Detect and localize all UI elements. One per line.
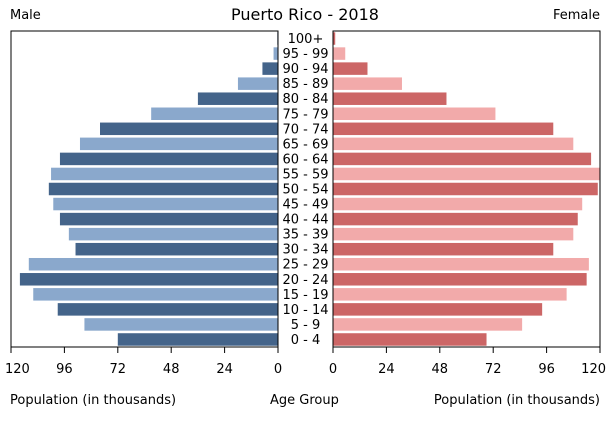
- male-bar: [100, 122, 278, 136]
- female-bar: [333, 122, 554, 136]
- male-bar: [57, 303, 278, 316]
- male-bar: [51, 167, 278, 181]
- age-group-label: 25 - 29: [282, 258, 328, 273]
- age-group-label: 45 - 49: [282, 198, 328, 213]
- male-tick-label: 96: [56, 362, 73, 377]
- female-bar: [333, 92, 447, 105]
- age-group-label: 95 - 99: [282, 47, 328, 62]
- male-tick-label: 0: [274, 362, 282, 377]
- female-bar: [333, 333, 487, 346]
- age-group-label: 55 - 59: [282, 167, 328, 182]
- female-bar: [333, 137, 574, 151]
- center-axis-label: Age Group: [270, 393, 339, 408]
- female-bar: [333, 182, 598, 196]
- female-bar: [333, 152, 592, 166]
- female-tick-label: 120: [581, 362, 606, 377]
- female-bar: [333, 273, 587, 286]
- female-tick-label: 0: [329, 362, 337, 377]
- age-group-label: 20 - 24: [282, 273, 328, 288]
- age-group-label: 60 - 64: [282, 152, 328, 167]
- male-bar: [68, 227, 278, 241]
- female-bar: [333, 32, 336, 45]
- male-bar: [262, 62, 278, 75]
- axes-group: 120 120 96 96 72 72 48 48 24 24 0 0: [5, 30, 606, 377]
- female-bar: [333, 47, 346, 60]
- male-bar: [237, 77, 278, 90]
- female-bar: [333, 227, 574, 241]
- female-bar: [333, 288, 567, 301]
- age-group-label: 70 - 74: [282, 122, 328, 137]
- female-bar: [333, 197, 583, 211]
- male-bar: [79, 137, 278, 151]
- female-bar: [333, 167, 600, 181]
- male-bar: [117, 333, 278, 346]
- female-bar: [333, 212, 578, 226]
- age-group-label: 10 - 14: [282, 303, 328, 318]
- male-tick-label: 24: [216, 362, 233, 377]
- age-group-label: 0 - 4: [291, 333, 321, 348]
- female-bar: [333, 107, 496, 121]
- male-label: Male: [10, 8, 41, 23]
- left-axis-label: Population (in thousands): [10, 393, 177, 408]
- female-label: Female: [552, 8, 600, 23]
- age-group-label: 5 - 9: [291, 318, 321, 333]
- age-group-label: 35 - 39: [282, 228, 328, 243]
- female-tick-label: 72: [485, 362, 502, 377]
- bars-group: [19, 32, 600, 346]
- male-bar: [59, 152, 279, 166]
- age-group-label: 15 - 19: [282, 288, 328, 303]
- age-group-label: 85 - 89: [282, 77, 328, 92]
- female-tick-label: 48: [432, 362, 449, 377]
- age-group-label: 90 - 94: [282, 62, 328, 77]
- male-tick-label: 72: [110, 362, 127, 377]
- male-bar: [84, 318, 278, 331]
- female-bar: [333, 318, 523, 331]
- male-tick-label: 48: [163, 362, 180, 377]
- age-group-label: 65 - 69: [282, 137, 328, 152]
- male-bar: [28, 257, 278, 271]
- female-tick-label: 96: [538, 362, 555, 377]
- female-bar: [333, 77, 402, 90]
- age-group-label: 75 - 79: [282, 107, 328, 122]
- male-tick-label: 120: [5, 362, 30, 377]
- chart-title: Puerto Rico - 2018: [231, 5, 379, 24]
- age-group-label: 80 - 84: [282, 92, 328, 107]
- right-axis-label: Population (in thousands): [433, 393, 600, 408]
- age-group-label: 100+: [288, 32, 324, 47]
- age-group-label: 30 - 34: [282, 243, 328, 258]
- age-group-label: 40 - 44: [282, 213, 328, 228]
- male-bar: [273, 47, 278, 60]
- male-bar: [48, 182, 279, 196]
- male-plot-frame: [10, 30, 279, 348]
- female-tick-label: 24: [378, 362, 395, 377]
- male-bar: [33, 288, 278, 301]
- female-plot-frame: [332, 30, 601, 348]
- age-group-label: 50 - 54: [282, 183, 328, 198]
- female-bar: [333, 62, 368, 75]
- male-bar: [19, 273, 279, 286]
- male-bar: [75, 242, 279, 256]
- male-bar: [197, 92, 278, 105]
- female-bar: [333, 257, 589, 271]
- male-bar: [59, 212, 279, 226]
- male-bar: [53, 197, 279, 211]
- female-bar: [333, 242, 554, 256]
- male-bar: [151, 107, 278, 121]
- female-bar: [333, 303, 543, 316]
